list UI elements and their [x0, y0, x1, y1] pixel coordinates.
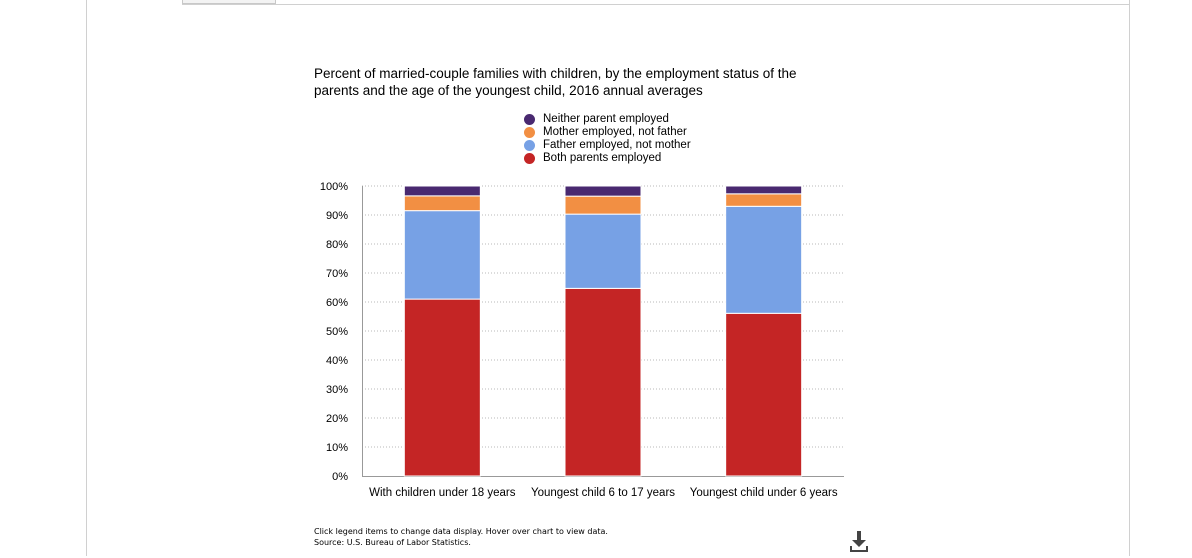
legend-label: Both parents employed: [543, 152, 662, 164]
stacked-bar-chart[interactable]: 0% 10% 20% 30% 40% 50% 60% 70% 80% 90% 100% With ch…: [0, 0, 1192, 520]
bar-segment[interactable]: [403, 195, 481, 212]
bar-segment[interactable]: [725, 312, 803, 477]
legend-label: Neither parent employed: [543, 113, 669, 125]
panel-border-left: [86, 0, 87, 556]
legend-swatch: [524, 114, 535, 125]
y-tick-label: 30%: [326, 384, 348, 396]
bar-segment[interactable]: [403, 185, 481, 197]
chart-title: Percent of married-couple families with …: [314, 66, 797, 98]
bar-segment[interactable]: [564, 185, 642, 197]
y-tick-label: 60%: [326, 297, 348, 309]
legend-swatch: [524, 153, 535, 164]
chart-legend: Neither parent employed Mother employed, …: [524, 113, 691, 165]
legend-swatch: [524, 127, 535, 138]
download-button[interactable]: [849, 529, 869, 553]
y-tick-label: 10%: [326, 442, 348, 454]
y-tick-label: 90%: [326, 210, 348, 222]
bar-segment[interactable]: [725, 193, 803, 207]
y-tick-label: 80%: [326, 239, 348, 251]
legend-swatch: [524, 140, 535, 151]
legend-item[interactable]: Neither parent employed: [524, 113, 691, 126]
panel-border-right: [1129, 0, 1130, 556]
legend-item[interactable]: Both parents employed: [524, 152, 691, 165]
legend-item[interactable]: Father employed, not mother: [524, 139, 691, 152]
footnote-instructions: Click legend items to change data displa…: [314, 527, 608, 536]
chart-footnote: Click legend items to change data displa…: [314, 526, 608, 548]
tab-stub[interactable]: [182, 0, 276, 4]
y-tick-label: 70%: [326, 268, 348, 280]
y-tick-label: 20%: [326, 413, 348, 425]
footnote-source: Source: U.S. Bureau of Labor Statistics.: [314, 538, 471, 547]
x-category-label: Youngest child 6 to 17 years: [531, 487, 675, 499]
legend-label: Father employed, not mother: [543, 139, 691, 151]
x-category-label: With children under 18 years: [369, 487, 516, 499]
bar-segment[interactable]: [564, 213, 642, 289]
legend-item[interactable]: Mother employed, not father: [524, 126, 691, 139]
bar-segment[interactable]: [564, 287, 642, 477]
panel-border-top: [182, 4, 1129, 5]
bar-segment[interactable]: [725, 205, 803, 314]
y-tick-label: 0%: [332, 471, 348, 483]
bar-segment[interactable]: [403, 298, 481, 477]
bar-segment[interactable]: [725, 185, 803, 195]
x-category-label: Youngest child under 6 years: [690, 487, 838, 499]
bar-segment[interactable]: [564, 195, 642, 215]
bar-segment[interactable]: [403, 210, 481, 300]
y-tick-label: 40%: [326, 355, 348, 367]
y-tick-label: 100%: [320, 181, 348, 193]
legend-label: Mother employed, not father: [543, 126, 687, 138]
y-tick-label: 50%: [326, 326, 348, 338]
download-icon: [850, 531, 868, 552]
